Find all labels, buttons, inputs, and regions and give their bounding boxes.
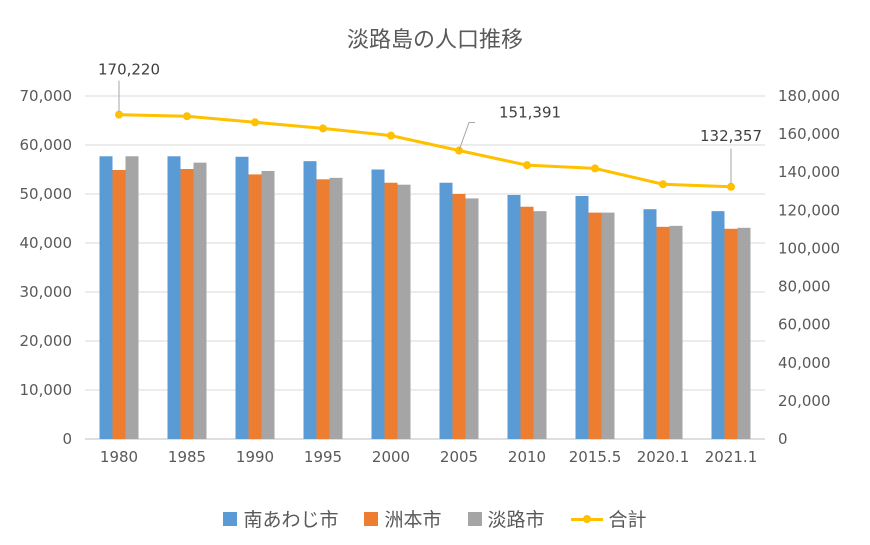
bar-淡路市-2021.1	[737, 227, 751, 439]
left-tick-label: 0	[62, 430, 72, 448]
annotation-label: 132,357	[700, 127, 762, 145]
bar-南あわじ市-1990	[235, 156, 249, 439]
legend-label: 洲本市	[384, 509, 442, 531]
point-合計-2015.5	[591, 164, 599, 173]
bar-洲本市-2010	[520, 206, 534, 439]
annotation-label: 151,391	[499, 104, 561, 122]
right-tick-label: 0	[778, 430, 788, 448]
left-tick-label: 20,000	[20, 332, 73, 350]
category-label: 2000	[372, 448, 410, 466]
category-label: 2015.5	[569, 448, 622, 466]
bar-洲本市-2000	[384, 182, 398, 440]
point-合計-2021.1	[727, 182, 735, 191]
bar-洲本市-1995	[316, 179, 330, 440]
annotations: 170,220 151,391 132,357	[98, 61, 762, 184]
right-tick-label: 100,000	[778, 239, 840, 257]
legend-swatch	[467, 511, 482, 526]
bar-洲本市-2015.5	[588, 212, 602, 439]
legend-line-marker	[570, 512, 603, 526]
right-axis-ticks: 0 20,000 40,000 60,000 80,000 100,000 120,000 1…	[778, 87, 840, 448]
category-labels: 1980 1985 1990 1995 2000 2005 2010 2015.5 2020.1…	[100, 448, 757, 466]
legend-label: 淡路市	[487, 509, 545, 531]
right-tick-label: 160,000	[778, 125, 840, 143]
legend-label: 南あわじ市	[243, 509, 339, 531]
legend-item: 洲本市	[364, 505, 442, 532]
right-tick-label: 180,000	[778, 87, 840, 105]
total-line	[115, 110, 735, 191]
point-合計-1995	[319, 124, 327, 133]
category-label: 2021.1	[705, 448, 758, 466]
bar-南あわじ市-2000	[371, 169, 385, 439]
point-合計-2010	[523, 161, 531, 170]
chart-title: 淡路島の人口推移	[346, 28, 523, 53]
annotation-label: 170,220	[98, 61, 160, 79]
left-tick-label: 40,000	[20, 234, 73, 252]
category-label: 1990	[236, 448, 274, 466]
annotation-leader	[458, 122, 475, 151]
bar-洲本市-1980	[112, 169, 126, 440]
point-合計-1980	[115, 110, 123, 119]
right-tick-label: 20,000	[778, 392, 831, 410]
category-label: 2010	[508, 448, 546, 466]
bar-淡路市-1980	[125, 156, 139, 439]
left-tick-label: 50,000	[20, 185, 73, 203]
bars	[99, 156, 751, 440]
bar-洲本市-2020.1	[656, 226, 670, 439]
bar-淡路市-1985	[193, 162, 207, 439]
category-label: 1980	[100, 448, 138, 466]
bar-淡路市-2005	[465, 198, 479, 439]
bar-洲本市-1990	[248, 174, 262, 439]
left-tick-label: 70,000	[20, 87, 73, 105]
bar-南あわじ市-2010	[507, 194, 521, 439]
right-tick-label: 40,000	[778, 354, 831, 372]
legend-swatch	[364, 511, 379, 526]
bar-淡路市-2020.1	[669, 225, 683, 439]
bar-南あわじ市-2020.1	[643, 209, 657, 439]
right-tick-label: 60,000	[778, 316, 831, 334]
legend-label: 合計	[608, 509, 647, 531]
category-label: 2005	[440, 448, 478, 466]
bar-南あわじ市-2005	[439, 182, 453, 440]
bar-洲本市-2005	[452, 194, 466, 439]
left-tick-label: 60,000	[20, 136, 73, 154]
left-tick-label: 10,000	[20, 381, 73, 399]
point-合計-1985	[183, 112, 191, 121]
legend-swatch	[223, 511, 238, 526]
bar-南あわじ市-1985	[167, 156, 181, 439]
point-合計-2020.1	[659, 180, 667, 189]
right-tick-label: 80,000	[778, 278, 831, 296]
bar-洲本市-2021.1	[724, 228, 738, 439]
bar-淡路市-2010	[533, 211, 547, 439]
bar-淡路市-2000	[397, 184, 411, 439]
bar-淡路市-2015.5	[601, 212, 615, 439]
bar-淡路市-1995	[329, 177, 343, 439]
right-tick-label: 120,000	[778, 201, 840, 219]
bar-南あわじ市-1980	[99, 156, 113, 439]
category-label: 1995	[304, 448, 342, 466]
bar-南あわじ市-2021.1	[711, 211, 725, 439]
bar-南あわじ市-1995	[303, 161, 317, 440]
bar-南あわじ市-2015.5	[575, 195, 589, 439]
legend: 南あわじ市 洲本市 淡路市 合計	[0, 505, 870, 532]
right-tick-label: 140,000	[778, 163, 840, 181]
legend-item: 淡路市	[467, 505, 545, 532]
category-label: 2020.1	[637, 448, 690, 466]
bar-淡路市-1990	[261, 170, 275, 439]
point-合計-1990	[251, 118, 259, 127]
line-合計	[118, 113, 732, 189]
category-label: 1985	[168, 448, 206, 466]
legend-item: 合計	[570, 505, 647, 532]
point-合計-2000	[387, 131, 395, 140]
legend-item: 南あわじ市	[223, 505, 338, 532]
bar-洲本市-1985	[180, 169, 194, 439]
left-axis-ticks: 0 10,000 20,000 30,000 40,000 50,000 60,000 70,…	[20, 87, 73, 448]
left-tick-label: 30,000	[20, 283, 73, 301]
